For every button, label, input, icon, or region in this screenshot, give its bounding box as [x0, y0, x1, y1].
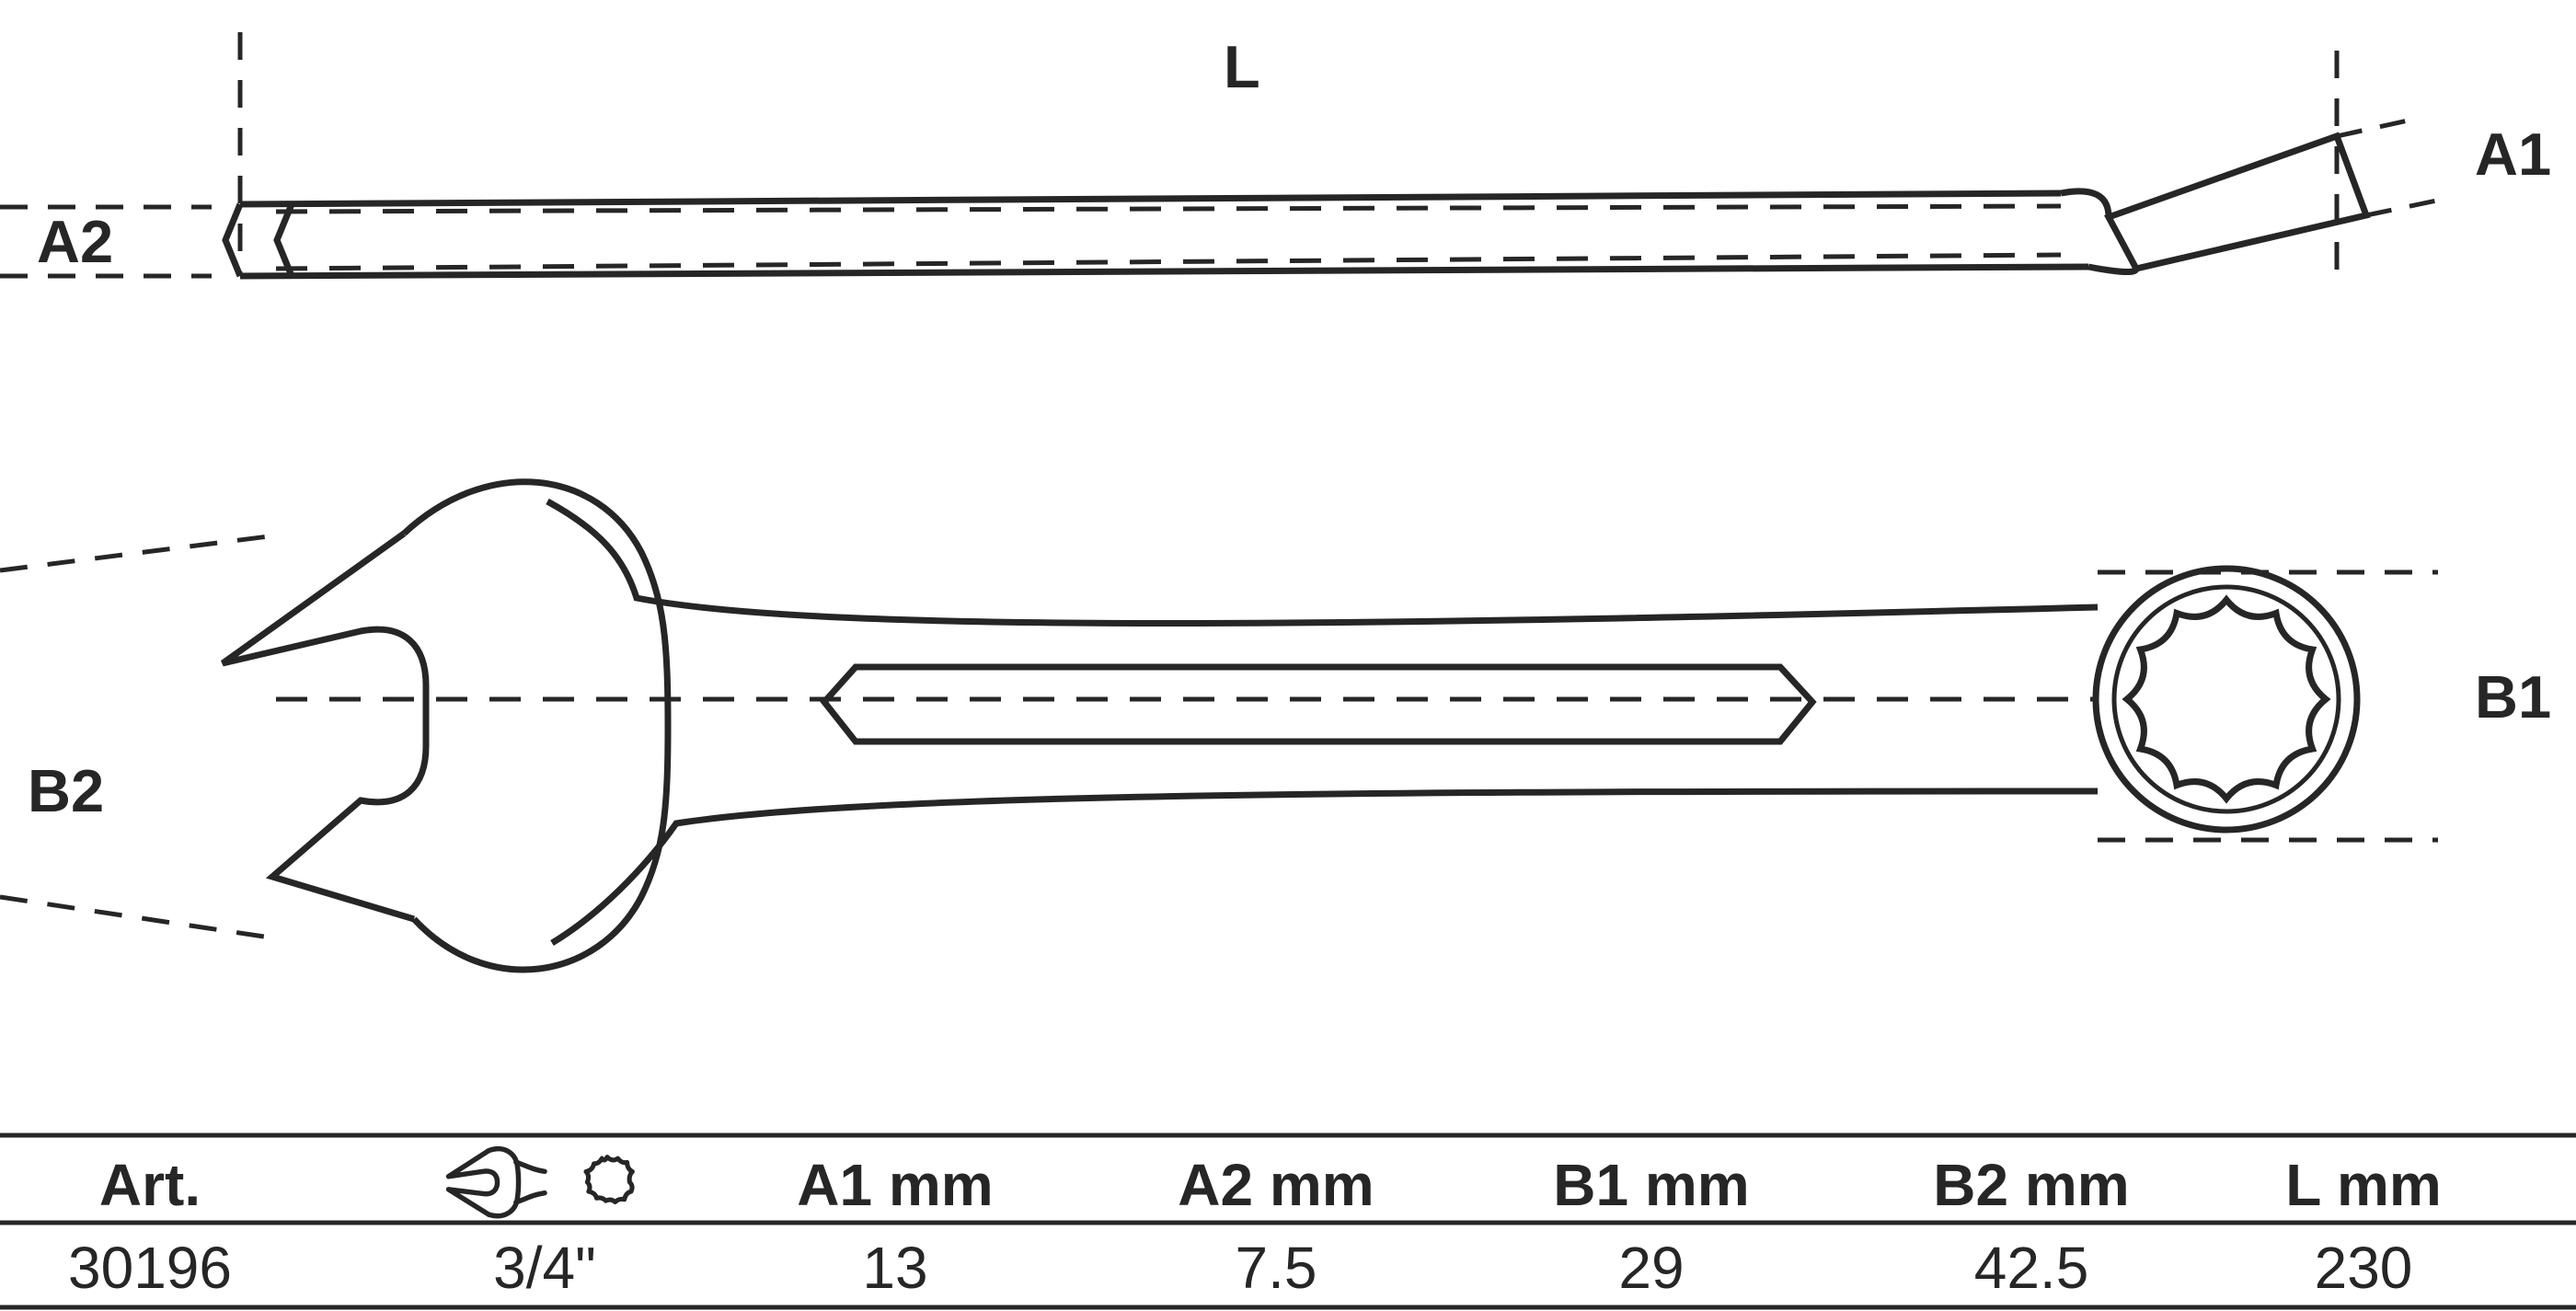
svg-text:Art.: Art. — [99, 1152, 201, 1218]
svg-text:7.5: 7.5 — [1236, 1235, 1317, 1301]
svg-text:L mm: L mm — [2285, 1152, 2442, 1218]
svg-text:42.5: 42.5 — [1974, 1235, 2089, 1301]
svg-text:A1 mm: A1 mm — [797, 1152, 993, 1218]
svg-text:B2 mm: B2 mm — [1933, 1152, 2129, 1218]
svg-text:A1: A1 — [2475, 121, 2551, 188]
svg-text:A2: A2 — [37, 208, 113, 275]
svg-text:A2 mm: A2 mm — [1178, 1152, 1374, 1218]
svg-text:B1 mm: B1 mm — [1553, 1152, 1749, 1218]
svg-text:B2: B2 — [28, 757, 104, 824]
svg-text:B1: B1 — [2475, 663, 2551, 730]
svg-text:230: 230 — [2315, 1235, 2413, 1301]
svg-text:3/4": 3/4" — [493, 1235, 596, 1301]
svg-text:29: 29 — [1618, 1235, 1684, 1301]
svg-text:13: 13 — [862, 1235, 927, 1301]
svg-text:L: L — [1224, 33, 1260, 100]
svg-text:30196: 30196 — [68, 1235, 232, 1301]
